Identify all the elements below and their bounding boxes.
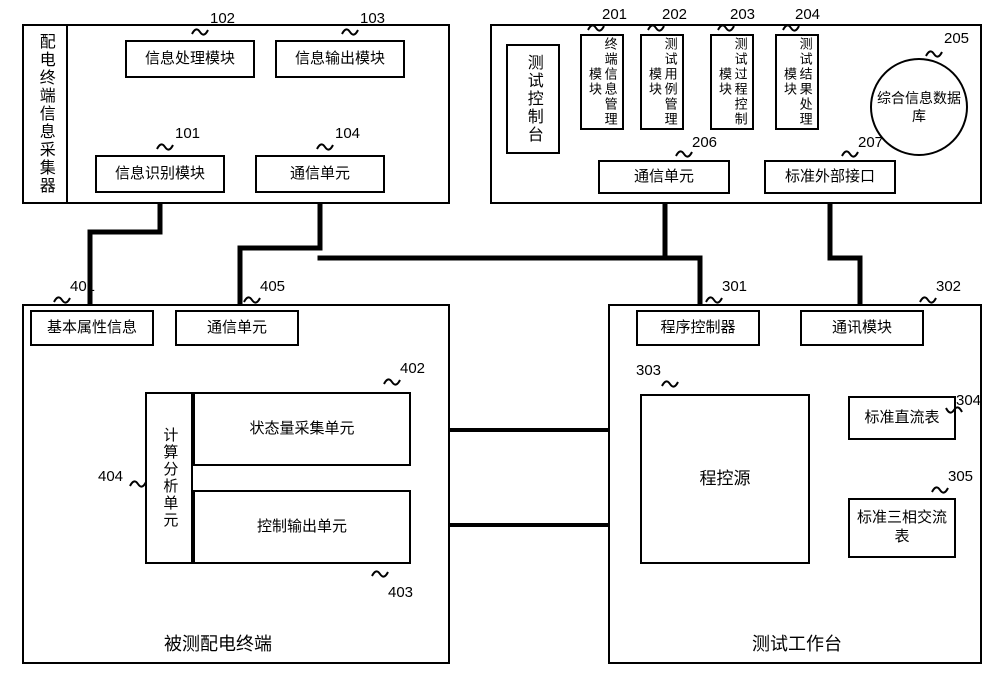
num-302: 302 bbox=[936, 278, 961, 295]
module-202: 测试用例管理模块 bbox=[640, 34, 684, 130]
module-305-label: 标准三相交流表 bbox=[850, 509, 954, 547]
squiggle-101 bbox=[155, 139, 175, 151]
squiggle-202 bbox=[646, 20, 666, 32]
label-collector: 配电终端信息采集器 bbox=[22, 24, 68, 204]
squiggle-201 bbox=[586, 20, 606, 32]
squiggle-206 bbox=[674, 146, 694, 158]
squiggle-102 bbox=[190, 24, 210, 36]
module-201: 终端信息管理模块 bbox=[580, 34, 624, 130]
module-103-label: 信息输出模块 bbox=[295, 50, 385, 69]
num-303: 303 bbox=[636, 362, 661, 379]
module-303-label: 程控源 bbox=[700, 468, 751, 489]
label-test-console: 测试控制台 bbox=[506, 44, 560, 154]
container-bottom-left bbox=[22, 304, 450, 664]
num-101: 101 bbox=[175, 125, 200, 142]
squiggle-403 bbox=[370, 566, 390, 578]
squiggle-402 bbox=[382, 374, 402, 386]
label-collector-text: 配电终端信息采集器 bbox=[34, 33, 56, 195]
squiggle-104 bbox=[315, 139, 335, 151]
num-102: 102 bbox=[210, 10, 235, 27]
num-305: 305 bbox=[948, 468, 973, 485]
module-302: 通讯模块 bbox=[800, 310, 924, 346]
diagram-canvas: 配电终端信息采集器 信息处理模块 102 信息输出模块 103 信息识别模块 1… bbox=[0, 0, 1000, 686]
squiggle-404 bbox=[128, 476, 148, 488]
num-401: 401 bbox=[70, 278, 95, 295]
module-207: 标准外部接口 bbox=[764, 160, 896, 194]
squiggle-405 bbox=[242, 292, 262, 304]
module-202-label: 测试用例管理模块 bbox=[646, 36, 677, 128]
module-203: 测试过程控制模块 bbox=[710, 34, 754, 130]
module-401: 基本属性信息 bbox=[30, 310, 154, 346]
num-207: 207 bbox=[858, 134, 883, 151]
module-104-label: 通信单元 bbox=[290, 165, 350, 184]
module-402: 状态量采集单元 bbox=[193, 392, 411, 466]
module-401-label: 基本属性信息 bbox=[47, 319, 137, 338]
module-405-label: 通信单元 bbox=[207, 319, 267, 338]
caption-workbench: 测试工作台 bbox=[746, 630, 848, 656]
module-404-label: 计算分析单元 bbox=[160, 427, 179, 529]
module-103: 信息输出模块 bbox=[275, 40, 405, 78]
module-405: 通信单元 bbox=[175, 310, 299, 346]
caption-dut: 被测配电终端 bbox=[158, 630, 278, 656]
module-205-database: 综合信息数据库 bbox=[870, 58, 968, 156]
module-301: 程序控制器 bbox=[636, 310, 760, 346]
module-102: 信息处理模块 bbox=[125, 40, 255, 78]
squiggle-207 bbox=[840, 146, 860, 158]
num-405: 405 bbox=[260, 278, 285, 295]
num-404: 404 bbox=[98, 468, 123, 485]
module-302-label: 通讯模块 bbox=[832, 319, 892, 338]
squiggle-302 bbox=[918, 292, 938, 304]
squiggle-401 bbox=[52, 292, 72, 304]
module-101-label: 信息识别模块 bbox=[115, 165, 205, 184]
module-305: 标准三相交流表 bbox=[848, 498, 956, 558]
module-203-label: 测试过程控制模块 bbox=[716, 36, 747, 128]
module-207-label: 标准外部接口 bbox=[785, 168, 875, 187]
module-301-label: 程序控制器 bbox=[660, 319, 735, 338]
squiggle-103 bbox=[340, 24, 360, 36]
squiggle-303 bbox=[660, 376, 680, 388]
squiggle-304 bbox=[944, 406, 964, 418]
num-403: 403 bbox=[388, 584, 413, 601]
module-102-label: 信息处理模块 bbox=[145, 50, 235, 69]
squiggle-205 bbox=[924, 46, 944, 58]
module-201-label: 终端信息管理模块 bbox=[586, 36, 617, 128]
num-104: 104 bbox=[335, 125, 360, 142]
module-303: 程控源 bbox=[640, 394, 810, 564]
module-104: 通信单元 bbox=[255, 155, 385, 193]
module-403-label: 控制输出单元 bbox=[257, 518, 347, 537]
module-204: 测试结果处理模块 bbox=[775, 34, 819, 130]
num-103: 103 bbox=[360, 10, 385, 27]
num-205: 205 bbox=[944, 30, 969, 47]
module-206-label: 通信单元 bbox=[634, 168, 694, 187]
module-206: 通信单元 bbox=[598, 160, 730, 194]
module-304: 标准直流表 bbox=[848, 396, 956, 440]
module-402-label: 状态量采集单元 bbox=[249, 420, 354, 439]
module-205-label: 综合信息数据库 bbox=[872, 89, 966, 125]
squiggle-305 bbox=[930, 482, 950, 494]
squiggle-204 bbox=[781, 20, 801, 32]
module-304-label: 标准直流表 bbox=[864, 409, 939, 428]
module-403: 控制输出单元 bbox=[193, 490, 411, 564]
num-206: 206 bbox=[692, 134, 717, 151]
module-101: 信息识别模块 bbox=[95, 155, 225, 193]
label-test-console-text: 测试控制台 bbox=[522, 54, 544, 144]
squiggle-301 bbox=[704, 292, 724, 304]
num-301: 301 bbox=[722, 278, 747, 295]
num-402: 402 bbox=[400, 360, 425, 377]
module-404: 计算分析单元 bbox=[145, 392, 193, 564]
module-204-label: 测试结果处理模块 bbox=[781, 36, 812, 128]
squiggle-203 bbox=[716, 20, 736, 32]
